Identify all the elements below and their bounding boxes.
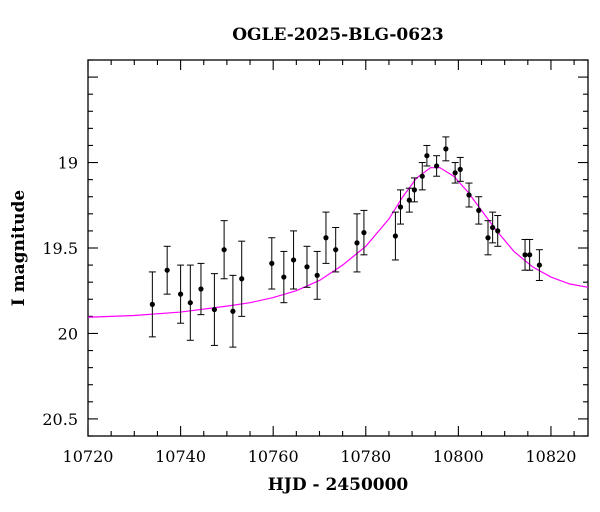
data-point-marker bbox=[424, 153, 430, 159]
data-point-marker bbox=[419, 173, 425, 179]
data-point-marker bbox=[177, 291, 184, 297]
data-point bbox=[322, 211, 330, 264]
chart-title: OGLE-2025-BLG-0623 bbox=[232, 25, 444, 45]
data-point-marker bbox=[411, 187, 417, 193]
data-point bbox=[210, 273, 218, 346]
data-point bbox=[148, 271, 156, 338]
data-point-marker bbox=[221, 247, 227, 253]
data-point-marker bbox=[149, 301, 155, 307]
data-point-marker bbox=[211, 306, 217, 313]
y-tick-label: 19.5 bbox=[42, 239, 78, 258]
data-point bbox=[186, 264, 194, 341]
data-point-marker bbox=[490, 224, 496, 231]
x-tick-label: 10740 bbox=[155, 447, 206, 466]
data-point bbox=[494, 215, 502, 247]
y-tick-labels: 19 19.5 20 20.5 bbox=[42, 154, 78, 429]
x-tick-label: 10760 bbox=[248, 447, 299, 466]
data-point-marker bbox=[198, 286, 204, 292]
data-point bbox=[163, 245, 171, 295]
x-tick-label: 10720 bbox=[63, 447, 114, 466]
data-point-marker bbox=[304, 264, 310, 270]
data-point bbox=[313, 250, 321, 300]
data-point bbox=[489, 211, 497, 244]
data-point bbox=[451, 162, 459, 184]
data-point-marker bbox=[269, 260, 275, 266]
data-point-marker bbox=[466, 192, 472, 198]
data-point bbox=[360, 209, 368, 256]
data-point bbox=[332, 226, 340, 273]
data-point bbox=[535, 249, 543, 281]
x-axis-label: HJD - 2450000 bbox=[268, 475, 409, 495]
data-point bbox=[433, 155, 441, 177]
data-point-marker bbox=[522, 252, 528, 258]
data-point bbox=[290, 230, 298, 290]
data-point-marker bbox=[164, 267, 170, 273]
data-point bbox=[238, 240, 246, 317]
y-axis-label: I magnitude bbox=[9, 190, 29, 307]
data-point bbox=[303, 245, 311, 288]
data-point-marker bbox=[354, 240, 360, 246]
data-point-marker bbox=[281, 274, 287, 280]
data-point bbox=[410, 177, 418, 203]
axis-ticks bbox=[87, 59, 588, 437]
data-point bbox=[526, 238, 534, 271]
plot-frame bbox=[87, 59, 589, 437]
data-points-layer bbox=[148, 136, 543, 348]
data-point-marker bbox=[476, 207, 482, 213]
data-point bbox=[197, 262, 205, 316]
data-point-marker bbox=[239, 276, 245, 282]
data-point bbox=[268, 237, 276, 290]
y-tick-label: 19 bbox=[58, 154, 78, 173]
data-point-marker bbox=[527, 252, 533, 258]
data-point bbox=[397, 189, 404, 225]
data-point bbox=[475, 196, 483, 225]
data-point-marker bbox=[290, 257, 297, 263]
data-point-marker bbox=[230, 308, 236, 314]
data-point-marker bbox=[457, 166, 463, 172]
data-point bbox=[280, 250, 288, 304]
data-point bbox=[220, 220, 228, 280]
data-point-marker bbox=[485, 235, 491, 241]
data-point bbox=[391, 211, 399, 261]
data-point-marker bbox=[187, 300, 193, 306]
data-point-marker bbox=[361, 230, 367, 236]
data-point bbox=[465, 182, 473, 208]
data-point-marker bbox=[314, 272, 320, 278]
data-point-marker bbox=[434, 163, 440, 169]
data-point bbox=[229, 274, 237, 348]
data-point-marker bbox=[495, 228, 501, 234]
data-point-marker bbox=[452, 170, 458, 176]
model-curve bbox=[87, 167, 589, 318]
model-curve-layer bbox=[87, 167, 589, 318]
data-point bbox=[442, 136, 450, 162]
y-tick-label: 20 bbox=[58, 324, 78, 343]
data-point-marker bbox=[333, 247, 339, 253]
x-tick-label: 10800 bbox=[433, 447, 484, 466]
data-point bbox=[456, 156, 464, 182]
data-point-marker bbox=[443, 146, 449, 152]
data-point bbox=[423, 144, 431, 167]
y-tick-label: 20.5 bbox=[42, 410, 78, 429]
data-point-marker bbox=[323, 235, 329, 241]
data-point-marker bbox=[397, 204, 404, 210]
data-point bbox=[353, 213, 361, 273]
data-point-marker bbox=[392, 233, 399, 239]
data-point-marker bbox=[406, 197, 412, 203]
x-tick-label: 10820 bbox=[526, 447, 577, 466]
data-point-marker bbox=[536, 262, 542, 268]
data-point bbox=[418, 162, 426, 191]
data-point bbox=[484, 220, 492, 256]
x-tick-label: 10780 bbox=[340, 447, 391, 466]
data-point bbox=[405, 187, 413, 213]
data-point bbox=[177, 264, 185, 324]
x-tick-labels: 10720 10740 10760 10780 10800 10820 bbox=[63, 447, 577, 466]
